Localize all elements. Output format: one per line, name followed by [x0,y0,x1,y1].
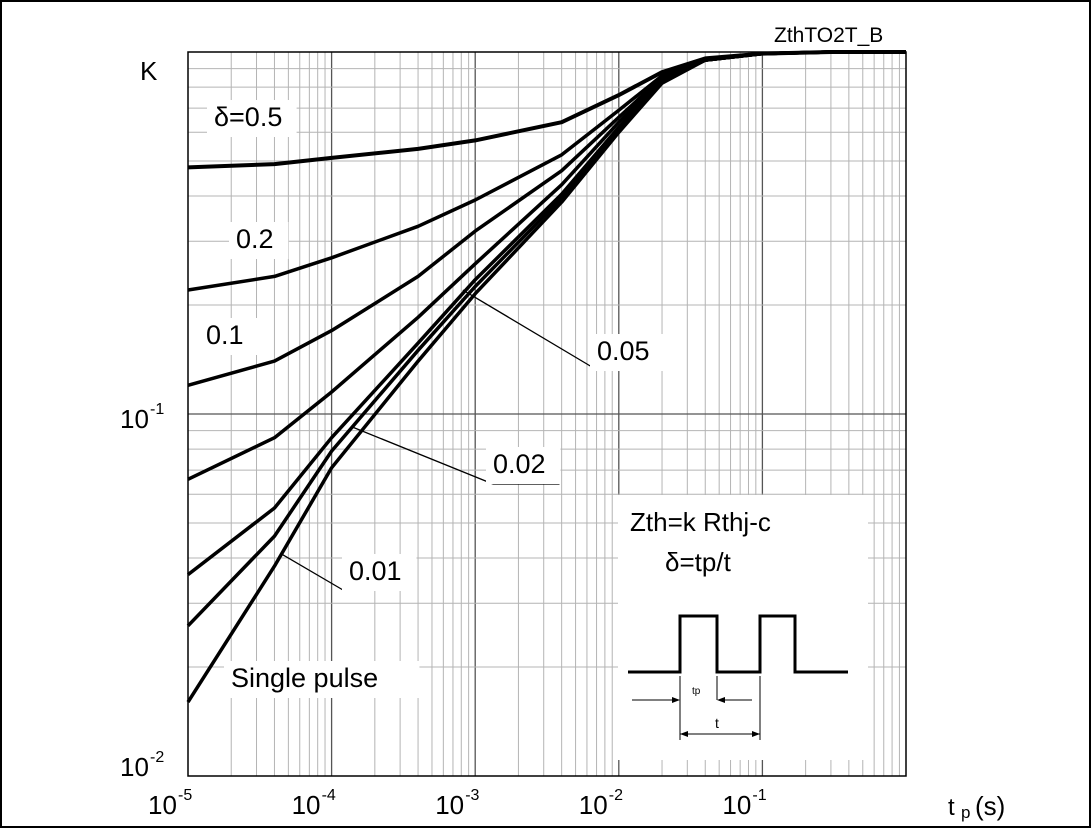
curve-label-bg [207,100,297,137]
curve-label: 0.2 [236,224,274,254]
curve-label: 0.1 [206,320,244,350]
leader-line [281,553,344,591]
curve-label-bg [229,222,289,259]
x-axis-label-sub: p [961,803,970,822]
tp-arrow-right-head [717,697,725,703]
leader-line [462,289,598,371]
y-tick-exp: -2 [150,749,164,766]
t-arrow-head-right [752,731,760,737]
pulse-t-label: t [715,715,719,731]
x-tick-exp: -3 [465,787,479,804]
x-tick-label: 10 -5 [148,787,192,820]
y-tick-base: 10 [120,404,149,434]
plot-area-border [187,51,907,777]
x-axis-label-unit: (s) [975,791,1005,821]
x-axis-label: t p (s) [948,791,1005,822]
x-tick-base: 10 [722,790,751,820]
curve-label-bg [342,554,417,591]
curve-label: 0.05 [597,336,650,366]
y-tick-label: 10 -1 [120,401,164,434]
pulse-waveform [628,614,848,674]
y-tick-labels: 10-110-2 [120,401,164,782]
y-tick-base: 10 [120,752,149,782]
curve-label: 0.01 [349,556,402,586]
x-tick-base: 10 [579,790,608,820]
x-tick-label: 10 -2 [579,787,623,820]
corner-label: ZthTO2T_B [774,24,883,47]
y-tick-exp: -1 [150,401,164,418]
x-tick-base: 10 [292,790,321,820]
y-axis-label: K [140,56,158,86]
x-tick-labels: 10 -5 10 -4 10 -3 10 -2 10 -1 [148,787,767,820]
x-tick-exp: -1 [752,787,766,804]
series-line [186,50,906,704]
x-axis-label-main: t [948,794,955,821]
formula-line-1: Zth=k Rthj-c [630,507,771,537]
leader-line [352,426,494,485]
x-tick-exp: -5 [178,787,192,804]
x-tick-base: 10 [435,790,464,820]
curve-labels: δ=0.5 0.2 0.1 0.05 0.02 0.01 Single pulse [199,100,665,698]
x-tick-exp: -2 [609,787,623,804]
x-tick-label: 10 -3 [435,787,479,820]
curve-label-bg [590,334,665,371]
curve-label: Single pulse [231,663,378,693]
curve-label-bg [224,661,420,698]
pulse-tp-label: tp [692,686,701,697]
formula-annotation: Zth=k Rthj-c δ=tp/t tp t [618,495,868,760]
formula-box [618,495,868,760]
x-tick-label: 10 -1 [722,787,766,820]
curve-label-bg [486,447,561,484]
series-layer [186,50,906,704]
formula-line-2: δ=tp/t [665,547,732,577]
x-tick-label: 10 -4 [292,787,336,820]
t-arrow-head-left [680,731,688,737]
curve-label: 0.02 [493,449,546,479]
x-tick-exp: -4 [322,787,336,804]
tp-arrow-left-head [672,697,680,703]
curve-label-bg [199,318,259,355]
curve-label: δ=0.5 [214,102,282,132]
x-tick-base: 10 [148,790,177,820]
y-tick-label: 10 -2 [120,749,164,782]
